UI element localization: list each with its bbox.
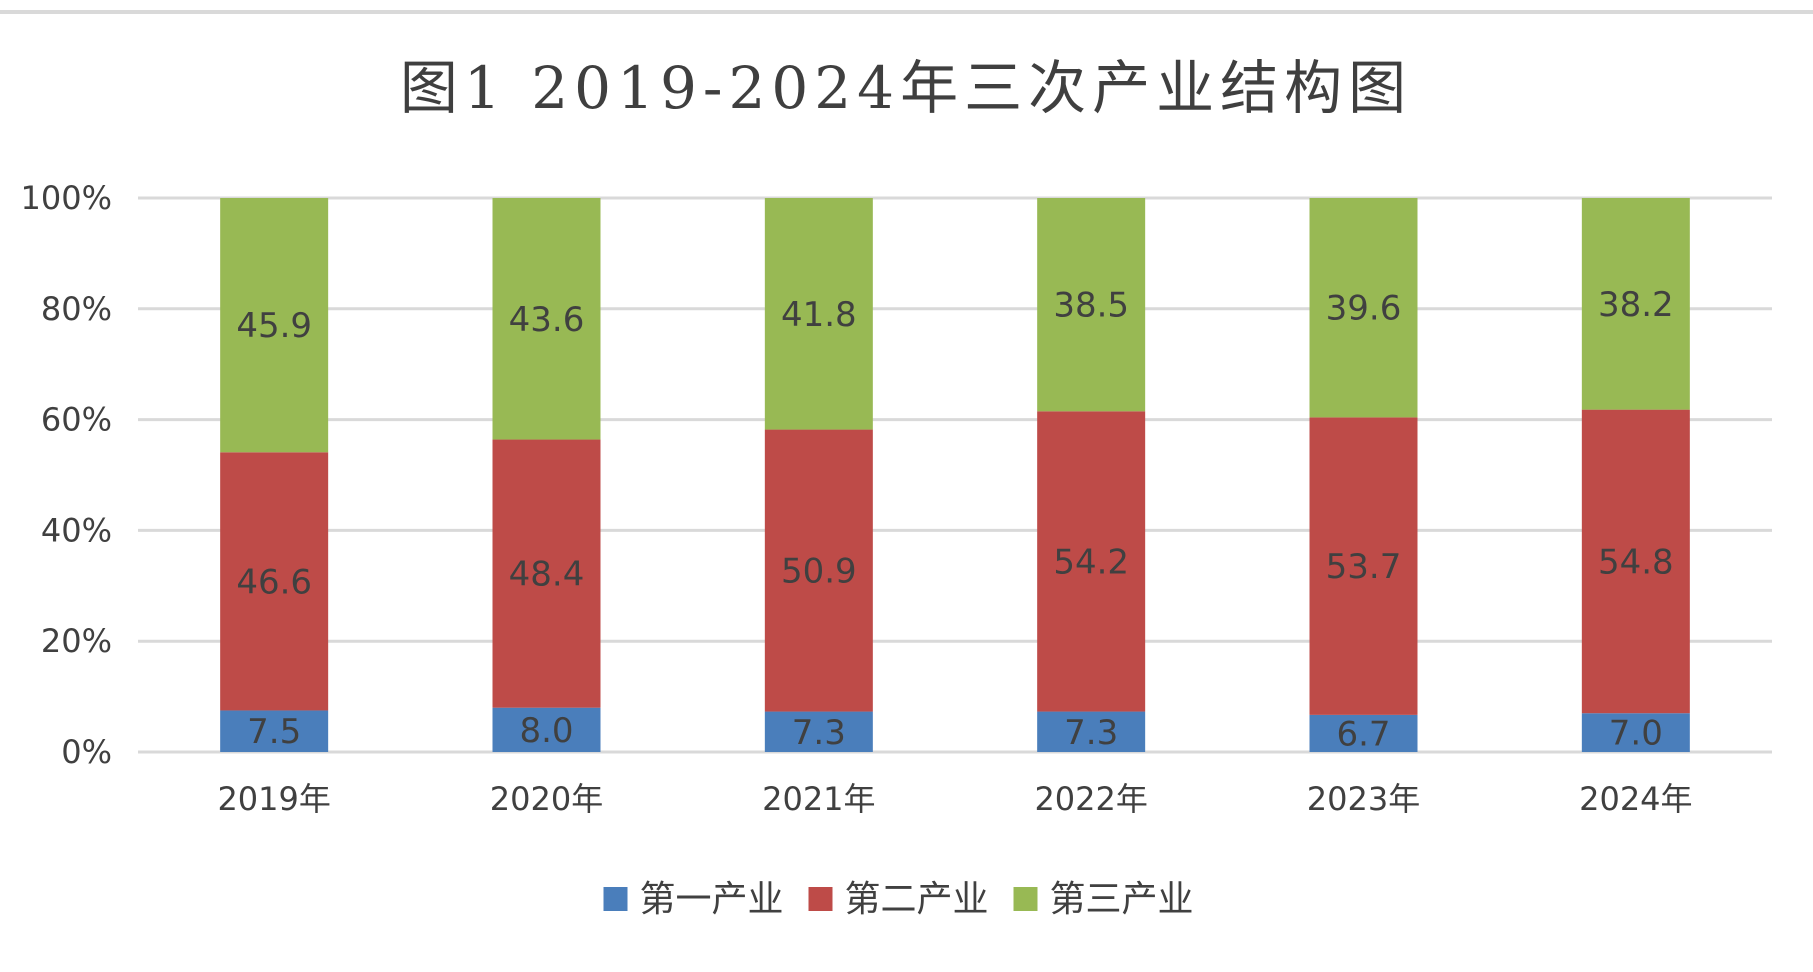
y-tick-label: 40% <box>41 511 112 549</box>
y-tick-label: 0% <box>61 733 112 771</box>
data-label: 7.0 <box>1609 714 1663 754</box>
y-tick-label: 60% <box>41 401 112 439</box>
bar-segment-1 <box>764 711 873 752</box>
y-tick-label: 20% <box>41 622 112 660</box>
bar-segment-2 <box>1309 417 1418 715</box>
data-label: 50.9 <box>781 552 857 592</box>
gridlines <box>138 196 1772 754</box>
legend: 第一产业 第二产业 第三产业 <box>603 879 1194 920</box>
bar-segment-1 <box>220 710 329 752</box>
legend-label: 第一产业 <box>640 879 784 920</box>
y-axis-tick-labels: 0% 20% 40% 60% 80% 100% <box>21 179 112 771</box>
bar-segment-1 <box>1309 714 1418 752</box>
data-label: 54.8 <box>1598 542 1674 582</box>
data-label: 38.2 <box>1598 285 1674 325</box>
chart-title: 图1 2019-2024年三次产业结构图 <box>400 54 1412 122</box>
bar-segment-2 <box>1037 411 1146 712</box>
legend-item: 第二产业 <box>808 879 989 920</box>
bar-segment-1 <box>1037 711 1146 752</box>
data-label: 7.5 <box>247 712 301 752</box>
data-label: 7.3 <box>1064 713 1118 753</box>
bar-segment-1 <box>492 707 601 752</box>
legend-swatch <box>808 887 833 911</box>
x-tick-label: 2020年 <box>490 780 603 818</box>
data-labels: 7.5 46.6 45.9 8.0 48.4 43.6 7.3 50.9 41.8 7.3 54.2… <box>236 285 1673 755</box>
data-label: 41.8 <box>781 295 857 335</box>
bar-segment-3 <box>220 198 329 453</box>
bar-segment-3 <box>1581 198 1690 410</box>
legend-item: 第一产业 <box>603 879 784 920</box>
data-label: 39.6 <box>1326 289 1402 329</box>
bar-segment-3 <box>1309 198 1418 418</box>
bars <box>220 198 1690 752</box>
legend-label: 第三产业 <box>1050 879 1194 920</box>
legend-label: 第二产业 <box>845 879 989 920</box>
data-label: 6.7 <box>1336 714 1390 754</box>
data-label: 8.0 <box>519 711 573 751</box>
bar-segment-2 <box>764 429 873 712</box>
data-label: 43.6 <box>509 300 585 340</box>
data-label: 48.4 <box>509 555 585 595</box>
x-tick-label: 2021年 <box>762 780 875 818</box>
bar-segment-3 <box>492 198 601 440</box>
legend-swatch <box>603 887 628 911</box>
legend-item: 第三产业 <box>1013 879 1194 920</box>
x-axis-tick-labels: 2019年 2020年 2021年 2022年 2023年 2024年 <box>217 780 1692 818</box>
bar-segment-1 <box>1581 713 1690 752</box>
bar-segment-2 <box>492 439 601 708</box>
x-tick-label: 2022年 <box>1034 780 1147 818</box>
x-tick-label: 2023年 <box>1307 780 1420 818</box>
data-label: 46.6 <box>236 562 312 602</box>
y-tick-label: 100% <box>21 179 112 217</box>
legend-swatch <box>1013 887 1038 911</box>
x-tick-label: 2019年 <box>217 780 330 818</box>
bar-segment-3 <box>1037 198 1146 412</box>
data-label: 7.3 <box>792 713 846 753</box>
data-label: 38.5 <box>1053 286 1129 326</box>
bar-segment-2 <box>1581 409 1690 714</box>
data-label: 53.7 <box>1326 547 1402 587</box>
data-label: 54.2 <box>1053 542 1129 582</box>
x-tick-label: 2024年 <box>1579 780 1692 818</box>
y-tick-label: 80% <box>41 290 112 328</box>
bar-segment-3 <box>764 198 873 430</box>
bar-segment-2 <box>220 452 329 711</box>
data-label: 45.9 <box>236 306 312 346</box>
